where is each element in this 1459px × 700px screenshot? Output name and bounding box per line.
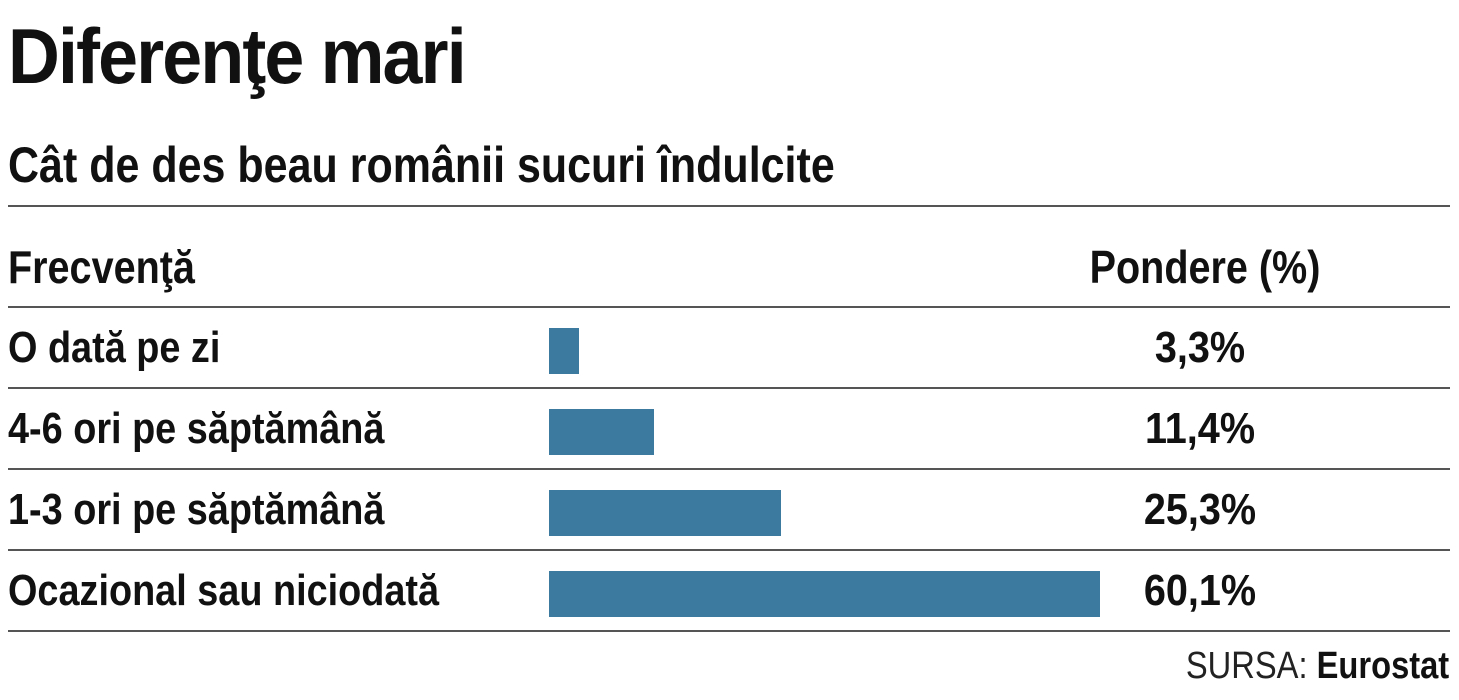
value-label: 25,3% (1143, 485, 1257, 534)
bar (549, 490, 781, 536)
divider-header (8, 306, 1450, 308)
value-label: 60,1% (1143, 566, 1257, 615)
column-header-frequency: Frecvenţă (8, 241, 195, 293)
table-header: Frecvenţă Pondere (%) (0, 230, 1459, 304)
bar (549, 328, 579, 374)
value-label: 3,3% (1154, 323, 1246, 372)
source-name: Eurostat (1316, 645, 1449, 687)
category-label: O dată pe zi (8, 323, 221, 372)
table-row: 1-3 ori pe săptămână 25,3% (0, 470, 1459, 550)
category-label: 1-3 ori pe săptămână (8, 485, 385, 534)
bar (549, 571, 1100, 617)
source-note: SURSA: Eurostat (1186, 638, 1449, 694)
value-label: 11,4% (1144, 404, 1256, 453)
source-prefix: SURSA: (1185, 645, 1308, 687)
row-divider (8, 387, 1450, 389)
row-divider (8, 630, 1450, 632)
table-row: 4-6 ori pe săptămână 11,4% (0, 389, 1459, 469)
category-label: 4-6 ori pe săptămână (8, 404, 385, 453)
chart-title: Diferenţe mari (8, 12, 467, 100)
table-row: Ocazional sau niciodată 60,1% (0, 551, 1459, 631)
bar (549, 409, 654, 455)
divider-top (8, 205, 1450, 207)
chart-subtitle: Cât de des beau românii sucuri îndulcite (8, 137, 835, 193)
row-divider (8, 549, 1450, 551)
table-row: O dată pe zi 3,3% (0, 308, 1459, 388)
category-label: Ocazional sau niciodată (8, 566, 440, 615)
row-divider (8, 468, 1450, 470)
column-header-share: Pondere (%) (1089, 241, 1321, 293)
